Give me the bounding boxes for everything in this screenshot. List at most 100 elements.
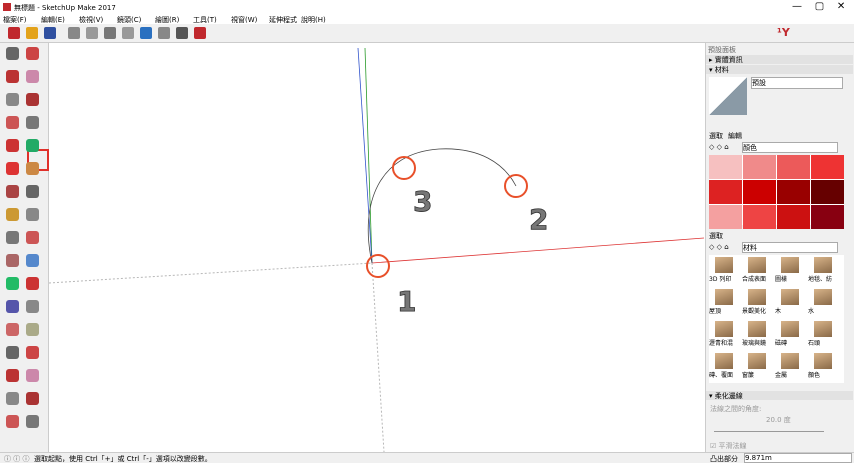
material-thumbnail[interactable] [814,289,832,305]
color-swatch[interactable] [777,180,810,204]
tool-button[interactable] [26,277,39,290]
tool-button[interactable] [26,415,39,428]
material-thumbnail[interactable] [748,321,766,337]
smooth-checkbox[interactable]: ☑ 平滑法線 [710,442,747,450]
material-label: 圖樣 [775,276,788,283]
color-swatch[interactable] [811,155,844,179]
material-thumbnail[interactable] [814,257,832,273]
material-thumbnail[interactable] [748,289,766,305]
tool-button[interactable] [6,47,19,60]
tool-button[interactable] [26,116,39,129]
material-thumbnail[interactable] [715,257,733,273]
material-thumbnail[interactable] [748,257,766,273]
menu-item[interactable]: 檔案(F) [3,16,27,24]
menu-item[interactable]: 說明(H) [301,16,326,24]
toolbar-button[interactable] [86,27,98,39]
tool-button[interactable] [6,70,19,83]
tab[interactable]: 編輯 [728,132,742,140]
toolbar-button[interactable] [122,27,134,39]
tool-button[interactable] [6,277,19,290]
material-thumbnail[interactable] [814,321,832,337]
toolbar-button[interactable] [104,27,116,39]
tool-button[interactable] [26,346,39,359]
toolbar-button[interactable] [8,27,20,39]
color-swatch[interactable] [777,155,810,179]
color-swatch[interactable] [709,155,742,179]
library-dropdown[interactable]: 顏色 [742,142,838,153]
angle-value: 20.0 度 [766,416,791,424]
color-swatch[interactable] [709,180,742,204]
material-thumbnail[interactable] [781,289,799,305]
tool-button[interactable] [26,162,39,175]
tool-button[interactable] [26,93,39,106]
tool-button[interactable] [26,300,39,313]
tool-button[interactable] [6,208,19,221]
toolbar-button[interactable] [44,27,56,39]
library-dropdown[interactable]: 材料 [742,242,838,253]
material-thumbnail[interactable] [781,257,799,273]
tool-button[interactable] [6,346,19,359]
material-thumbnail[interactable] [715,321,733,337]
material-thumbnail[interactable] [814,353,832,369]
tool-button[interactable] [26,231,39,244]
toolbar-button[interactable] [194,27,206,39]
tool-button[interactable] [6,139,19,152]
material-label: 3D 列印 [709,276,732,283]
menu-item[interactable]: 延伸程式 [269,16,297,24]
menu-item[interactable]: 檢視(V) [79,16,104,24]
tool-button[interactable] [6,254,19,267]
tool-button[interactable] [6,369,19,382]
tab[interactable]: 選取 [709,132,723,140]
toolbar-button[interactable] [176,27,188,39]
menu-item[interactable]: 鏡頭(C) [117,16,142,24]
tool-button[interactable] [6,116,19,129]
color-swatch[interactable] [811,205,844,229]
tool-button[interactable] [6,323,19,336]
angle-slider[interactable] [714,431,824,432]
material-thumbnail[interactable] [781,321,799,337]
tool-button[interactable] [6,415,19,428]
color-swatch[interactable] [743,180,776,204]
materials-header[interactable]: ▾ 材料 [706,65,853,74]
toolbar-button[interactable] [158,27,170,39]
menu-item[interactable]: 編輯(E) [41,16,65,24]
tool-button[interactable] [26,369,39,382]
tool-button[interactable] [26,70,39,83]
tool-button[interactable] [6,185,19,198]
color-swatch[interactable] [743,155,776,179]
tool-button[interactable] [26,208,39,221]
tool-button[interactable] [26,185,39,198]
tool-button[interactable] [6,300,19,313]
entity-info-header[interactable]: ▸ 實體資訊 [706,55,853,64]
color-swatch[interactable] [743,205,776,229]
tool-button[interactable] [26,254,39,267]
material-label: 景觀美化 [742,308,767,315]
tool-button[interactable] [6,392,19,405]
material-thumbnail[interactable] [781,353,799,369]
menu-item[interactable]: 繪圖(R) [155,16,180,24]
color-swatch[interactable] [811,180,844,204]
window-controls[interactable]: — ▢ ✕ [792,1,846,12]
material-name[interactable]: 預設 [751,77,843,89]
tool-button[interactable] [26,47,39,60]
toolbar-button[interactable] [140,27,152,39]
panel-title: 預設面板 [708,46,736,54]
tool-button[interactable] [6,231,19,244]
color-swatch[interactable] [777,205,810,229]
material-thumbnail[interactable] [748,353,766,369]
material-thumbnail[interactable] [715,289,733,305]
material-label: 磚、覆面 [709,372,734,379]
color-swatch[interactable] [709,205,742,229]
toolbar-button[interactable] [26,27,38,39]
tool-button[interactable] [26,139,39,152]
extension-icon[interactable]: ¹Y [777,26,790,39]
soften-header[interactable]: ▾ 柔化邊線 [706,391,853,400]
menu-item[interactable]: 工具(T) [193,16,217,24]
menu-item[interactable]: 視窗(W) [231,16,258,24]
tool-button[interactable] [26,392,39,405]
material-thumbnail[interactable] [715,353,733,369]
tool-button[interactable] [6,162,19,175]
tool-button[interactable] [26,323,39,336]
toolbar-button[interactable] [68,27,80,39]
tool-button[interactable] [6,93,19,106]
